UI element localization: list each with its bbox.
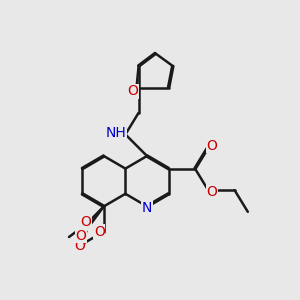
Text: O: O [206,139,217,152]
Text: O: O [94,225,105,238]
Text: NH: NH [105,126,126,140]
Text: N: N [142,201,152,215]
Text: O: O [74,239,85,253]
Text: O: O [128,84,138,98]
Text: O: O [80,215,91,229]
Text: O: O [76,229,86,242]
Text: O: O [206,185,217,199]
